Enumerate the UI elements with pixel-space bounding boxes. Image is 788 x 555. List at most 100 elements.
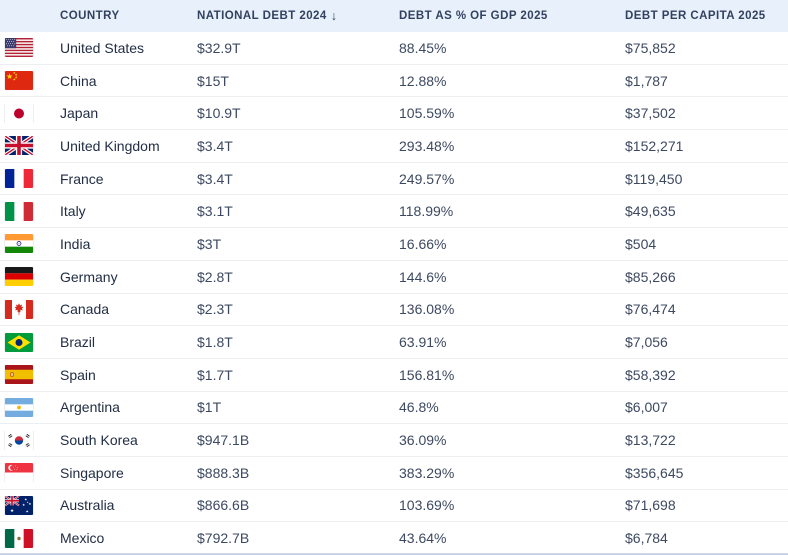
column-header-debt-per-capita[interactable]: DEBT PER CAPITA 2025 (625, 10, 788, 22)
fr-flag-icon (5, 169, 33, 189)
us-flag-icon (5, 38, 33, 58)
flag-cell: ★ ★ ★ ★ ★ (0, 71, 60, 91)
debt-per-capita-value: $58,392 (625, 366, 676, 383)
cn-flag-icon: ★ ★ ★ ★ ★ (5, 71, 33, 91)
national-debt-value: $947.1B (197, 432, 250, 449)
national-debt-value: $888.3B (197, 464, 250, 481)
debt-gdp-value: 36.09% (399, 432, 447, 449)
jp-flag-icon (5, 103, 33, 123)
country-name: Singapore (60, 464, 124, 481)
column-header-national-debt[interactable]: NATIONAL DEBT 2024 ↓ (197, 9, 399, 23)
country-name: Mexico (60, 530, 105, 547)
country-name: Canada (60, 301, 110, 318)
flag-cell (0, 169, 60, 189)
debt-gdp-value: 63.91% (399, 334, 447, 351)
svg-text:★: ★ (6, 72, 13, 81)
debt-gdp-value: 156.81% (399, 366, 455, 383)
debt-per-capita-value: $1,787 (625, 72, 668, 89)
sg-flag-icon (5, 463, 33, 483)
table-row: ★ ★ ★ ★ ★ ★ Australia $866.6B 103.69% $71,698 (0, 489, 788, 523)
debt-per-capita-value: $76,474 (625, 301, 676, 318)
national-debt-value: $32.9T (197, 39, 241, 56)
table-row: Argentina $1T 46.8% $6,007 (0, 391, 788, 425)
flag-cell (0, 463, 60, 483)
country-name: United Kingdom (60, 137, 160, 154)
debt-gdp-value: 12.88% (399, 72, 447, 89)
column-header-national-debt-label: NATIONAL DEBT 2024 (197, 10, 327, 22)
table-body: United States $32.9T 88.45% $75,852 ★ ★ ★ ★… (0, 32, 788, 555)
debt-gdp-value: 46.8% (399, 399, 439, 416)
column-header-country-label: COUNTRY (60, 10, 120, 22)
country-name: United States (60, 39, 145, 56)
au-flag-icon: ★ ★ ★ ★ ★ ★ (5, 495, 33, 515)
gb-flag-icon (5, 136, 33, 156)
national-debt-value: $792.7B (197, 530, 250, 547)
debt-gdp-value: 144.6% (399, 268, 447, 285)
country-name: Australia (60, 497, 115, 514)
debt-gdp-value: 293.48% (399, 137, 455, 154)
flag-cell (0, 397, 60, 417)
national-debt-value: $1T (197, 399, 222, 416)
national-debt-value: $1.8T (197, 334, 233, 351)
country-name: India (60, 235, 91, 252)
column-header-debt-gdp[interactable]: DEBT AS % OF GDP 2025 (399, 10, 625, 22)
svg-text:★: ★ (26, 509, 29, 513)
debt-per-capita-value: $7,056 (625, 334, 668, 351)
table-row: Japan $10.9T 105.59% $37,502 (0, 97, 788, 131)
table-row: France $3.4T 249.57% $119,450 (0, 162, 788, 196)
flag-cell (0, 201, 60, 221)
table-row: Brazil $1.8T 63.91% $7,056 (0, 326, 788, 359)
br-flag-icon (5, 332, 33, 352)
svg-text:★: ★ (15, 73, 18, 77)
flag-cell (0, 332, 60, 352)
ar-flag-icon (5, 397, 33, 417)
country-name: Argentina (60, 399, 120, 416)
country-name: Brazil (60, 334, 96, 351)
debt-gdp-value: 118.99% (399, 203, 454, 220)
national-debt-value: $866.6B (197, 497, 250, 514)
debt-per-capita-value: $49,635 (625, 203, 676, 220)
mx-flag-icon (5, 528, 33, 548)
ca-flag-icon (5, 299, 33, 319)
debt-gdp-value: 88.45% (399, 39, 447, 56)
table-row: Italy $3.1T 118.99% $49,635 (0, 195, 788, 229)
national-debt-value: $3.4T (197, 170, 233, 187)
flag-cell (0, 365, 60, 385)
in-flag-icon (5, 234, 33, 254)
table-header: COUNTRY NATIONAL DEBT 2024 ↓ DEBT AS % O… (0, 0, 788, 32)
svg-text:★: ★ (27, 501, 29, 504)
next-row-cutoff-hint (0, 553, 788, 555)
table-row: United Kingdom $3.4T 293.48% $152,271 (0, 130, 788, 163)
debt-gdp-value: 105.59% (399, 105, 455, 122)
national-debt-value: $2.3T (197, 301, 233, 318)
table-row: Mexico $792.7B 43.64% $6,784 (0, 522, 788, 555)
country-name: Spain (60, 366, 96, 383)
svg-text:★: ★ (13, 77, 16, 81)
national-debt-value: $3T (197, 235, 222, 252)
table-row: South Korea $947.1B 36.09% $13,722 (0, 424, 788, 457)
table-row: India $3T 16.66% $504 (0, 228, 788, 261)
table-row: United States $32.9T 88.45% $75,852 (0, 32, 788, 65)
debt-per-capita-value: $152,271 (625, 137, 684, 154)
debt-per-capita-value: $356,645 (625, 464, 684, 481)
sort-descending-icon: ↓ (330, 9, 338, 23)
svg-text:★: ★ (22, 503, 25, 507)
table-row: ★ ★ ★ ★ ★ China $15T 12.88% $1,787 (0, 64, 788, 98)
debt-per-capita-value: $37,502 (625, 105, 676, 122)
it-flag-icon (5, 201, 33, 221)
debt-gdp-value: 43.64% (399, 530, 447, 547)
country-name: Japan (60, 105, 99, 122)
debt-gdp-value: 136.08% (399, 301, 455, 318)
table-row: Spain $1.7T 156.81% $58,392 (0, 358, 788, 392)
debt-per-capita-value: $6,784 (625, 530, 668, 547)
flag-cell (0, 430, 60, 450)
flag-cell (0, 528, 60, 548)
es-flag-icon (5, 365, 33, 385)
debt-per-capita-value: $119,450 (625, 170, 683, 187)
de-flag-icon (5, 267, 33, 287)
debt-per-capita-value: $71,698 (625, 497, 676, 514)
svg-text:★: ★ (10, 508, 14, 514)
flag-cell (0, 299, 60, 319)
column-header-country[interactable]: COUNTRY (60, 10, 197, 22)
